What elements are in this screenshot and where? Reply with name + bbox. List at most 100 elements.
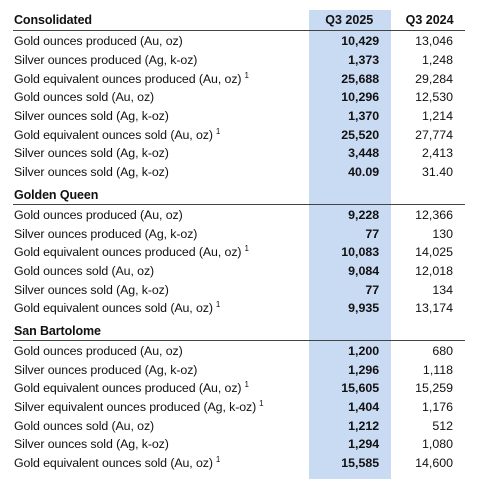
value-q3-2025: 25,688: [341, 71, 380, 86]
row-label-cell: Gold ounces sold (Au, oz): [13, 90, 296, 104]
value-q3-2025: 10,083: [341, 245, 380, 260]
row-label: Silver ounces produced (Ag, k-oz): [14, 53, 198, 68]
table-row: Gold ounces sold (Au, oz) 9,084 12,018: [13, 262, 465, 281]
row-label: Gold ounces produced (Au, oz): [14, 207, 183, 222]
value-q3-2024: 29,284: [415, 71, 454, 86]
column-header-q3-2025: Q3 2025: [325, 13, 374, 27]
value-q3-2025: 15,605: [341, 381, 380, 396]
value-q3-2024: 12,018: [415, 263, 454, 278]
footnote-marker: 1: [244, 70, 249, 80]
footnote-marker: 1: [215, 454, 221, 464]
section-title-consolidated: Consolidated: [14, 13, 92, 27]
row-label-cell: Silver ounces produced (Ag, k-oz): [13, 227, 296, 241]
row-label-cell: Silver ounces sold (Ag, k-oz): [13, 165, 296, 179]
row-label-cell: Gold ounces produced (Au, oz): [13, 208, 296, 222]
row-label: Silver ounces sold (Ag, k-oz): [14, 109, 169, 124]
table-row: Gold ounces produced (Au, oz) 10,429 13,04…: [13, 32, 465, 51]
value-q3-2025: 1,373: [348, 53, 380, 68]
row-label-cell: Silver equivalent ounces produced (Ag, k…: [13, 399, 296, 415]
row-label: Silver ounces sold (Ag, k-oz): [14, 437, 169, 452]
value-q3-2024: 512: [432, 418, 454, 433]
table-row: Gold equivalent ounces produced (Au, oz)…: [13, 243, 465, 262]
production-table: Consolidated Q3 2025 Q3 2024 Gold ounces…: [13, 10, 465, 479]
value-q3-2025: 3,448: [348, 146, 380, 161]
row-label: Gold equivalent ounces produced (Au, oz): [14, 381, 242, 396]
table-row: Gold ounces produced (Au, oz) 9,228 12,366: [13, 206, 465, 225]
table-row: Gold ounces sold (Au, oz) 1,212 512: [13, 416, 465, 435]
row-label-cell: Gold equivalent ounces sold (Au, oz) 1: [13, 300, 296, 316]
value-q3-2025: 1,296: [348, 362, 380, 377]
row-label-cell: Gold ounces produced (Au, oz): [13, 344, 296, 358]
row-label: Gold ounces produced (Au, oz): [14, 343, 183, 358]
value-q3-2025: 77: [365, 226, 380, 241]
q3-2025-column-highlight: [309, 10, 391, 479]
value-q3-2024: 27,774: [415, 127, 454, 142]
table-row: Silver ounces produced (Ag, k-oz) 1,373 1,…: [13, 51, 465, 70]
table-header-row: Consolidated Q3 2025 Q3 2024: [13, 10, 465, 31]
value-q3-2025: 25,520: [341, 127, 380, 142]
value-q3-2025: 9,935: [348, 301, 380, 316]
value-q3-2025: 1,294: [348, 437, 380, 452]
row-label-cell: Silver ounces produced (Ag, k-oz): [13, 53, 296, 67]
table-row: Silver ounces sold (Ag, k-oz) 3,448 2,413: [13, 144, 465, 163]
table-row: Silver equivalent ounces produced (Ag, k…: [13, 398, 465, 417]
column-header-q3-2024: Q3 2024: [405, 13, 454, 27]
value-q3-2025: 10,296: [341, 90, 380, 105]
section-golden-queen: Golden Queen Gold ounces produced (Au, oz…: [13, 186, 465, 318]
value-q3-2024: 1,176: [422, 400, 454, 415]
value-q3-2025: 77: [365, 282, 380, 297]
table-row: Silver ounces sold (Ag, k-oz) 40.09 31.40: [13, 163, 465, 182]
row-label-cell: Gold ounces sold (Au, oz): [13, 264, 296, 278]
table-row: Silver ounces sold (Ag, k-oz) 1,294 1,080: [13, 435, 465, 454]
row-label: Silver ounces produced (Ag, k-oz): [14, 226, 198, 241]
value-q3-2024: 1,118: [422, 362, 454, 377]
row-label-cell: Silver ounces produced (Ag, k-oz): [13, 363, 296, 377]
table-row: Silver ounces produced (Ag, k-oz) 77 130: [13, 224, 465, 243]
value-q3-2024: 1,080: [422, 437, 454, 452]
row-label: Gold ounces sold (Au, oz): [14, 418, 155, 433]
row-label: Gold equivalent ounces produced (Au, oz): [14, 245, 242, 260]
value-q3-2025: 1,200: [348, 343, 380, 358]
row-label: Gold ounces produced (Au, oz): [14, 34, 183, 49]
value-q3-2024: 31.40: [422, 165, 454, 180]
footnote-marker: 1: [244, 244, 249, 254]
table-row: Gold ounces sold (Au, oz) 10,296 12,530: [13, 88, 465, 107]
value-q3-2024: 13,046: [415, 34, 454, 49]
value-q3-2025: 9,228: [348, 207, 380, 222]
footnote-marker: 1: [215, 300, 221, 310]
section-title: San Bartolome: [14, 323, 101, 338]
row-label-cell: Gold equivalent ounces produced (Au, oz)…: [13, 380, 296, 396]
value-q3-2024: 1,248: [422, 53, 454, 68]
value-q3-2025: 1,404: [348, 400, 380, 415]
row-label: Gold equivalent ounces sold (Au, oz): [14, 301, 213, 316]
section-san-bartolome: San Bartolome Gold ounces produced (Au, o…: [13, 322, 465, 473]
row-label-cell: Silver ounces sold (Ag, k-oz): [13, 146, 296, 160]
table-row: Gold equivalent ounces sold (Au, oz) 1 15,…: [13, 454, 465, 473]
table-row: Gold ounces produced (Au, oz) 1,200 680: [13, 342, 465, 361]
row-label: Silver ounces sold (Ag, k-oz): [14, 146, 169, 161]
table-row: Silver ounces sold (Ag, k-oz) 1,370 1,214: [13, 107, 465, 126]
value-q3-2024: 14,600: [415, 456, 454, 471]
footnote-marker: 1: [244, 380, 249, 390]
table-row: Gold equivalent ounces produced (Au, oz)…: [13, 379, 465, 398]
value-q3-2025: 1,212: [348, 418, 380, 433]
row-label: Gold ounces sold (Au, oz): [14, 90, 155, 105]
row-label: Gold ounces sold (Au, oz): [14, 263, 155, 278]
row-label-cell: Gold ounces sold (Au, oz): [13, 419, 296, 433]
table-row: Silver ounces produced (Ag, k-oz) 1,296 1,…: [13, 360, 465, 379]
section-title: Golden Queen: [14, 187, 99, 202]
value-q3-2024: 14,025: [415, 245, 454, 260]
value-q3-2025: 10,429: [341, 34, 380, 49]
table-row: Gold equivalent ounces sold (Au, oz) 1 9,9…: [13, 299, 465, 318]
row-label-cell: Silver ounces sold (Ag, k-oz): [13, 437, 296, 451]
value-q3-2024: 2,413: [422, 146, 454, 161]
table-row: Gold equivalent ounces produced (Au, oz)…: [13, 69, 465, 88]
row-label: Silver equivalent ounces produced (Ag, k…: [14, 400, 257, 415]
value-q3-2024: 130: [432, 226, 454, 241]
section-header-row: Golden Queen: [13, 186, 465, 205]
row-label: Gold equivalent ounces sold (Au, oz): [14, 127, 213, 142]
value-q3-2024: 13,174: [415, 301, 454, 316]
section-header-row: San Bartolome: [13, 322, 465, 341]
value-q3-2025: 9,084: [348, 263, 380, 278]
value-q3-2024: 12,366: [415, 207, 454, 222]
